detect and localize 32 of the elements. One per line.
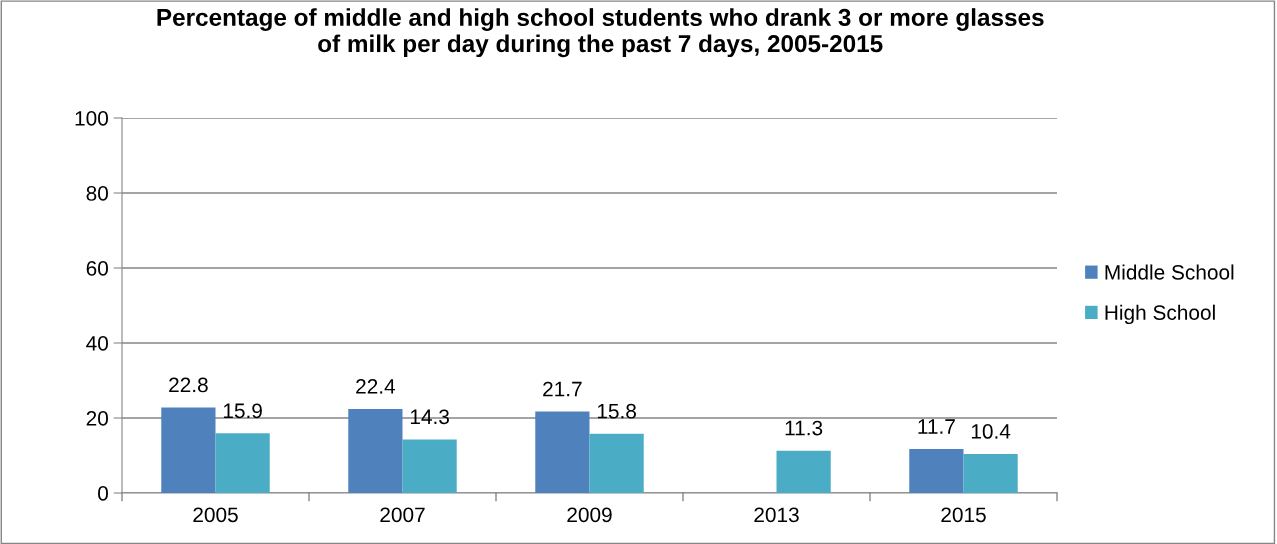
y-tick-label: 40 — [86, 336, 108, 351]
data-label: 15.9 — [223, 403, 262, 419]
x-tick-label: 2007 — [380, 507, 425, 523]
x-tick-label: 2015 — [941, 507, 986, 523]
bar — [215, 433, 270, 493]
data-label: 10.4 — [971, 424, 1011, 439]
bar — [402, 439, 457, 493]
y-tick-label: 20 — [86, 411, 108, 426]
legend-label: Middle School — [1105, 264, 1234, 280]
data-label: 15.8 — [597, 403, 636, 419]
x-tick-label: 2009 — [567, 507, 612, 523]
data-label: 22.4 — [356, 379, 396, 394]
x-tick-label: 2013 — [754, 507, 799, 523]
bar — [909, 449, 964, 493]
y-tick-label: 100 — [75, 111, 108, 126]
data-label: 21.7 — [543, 381, 582, 397]
bar — [963, 454, 1018, 493]
y-tick-label: 0 — [98, 486, 108, 501]
data-label: 11.7 — [918, 419, 955, 434]
bar — [535, 411, 590, 493]
bar — [776, 450, 831, 493]
data-label: 11.3 — [785, 420, 823, 436]
bar — [348, 409, 403, 493]
chart-title: Percentage of middle and high school students who drank 3 or more glasses of milk per day during the past 7 days, 2005-2015 — [157, 8, 1044, 58]
data-label: 14.3 — [410, 409, 449, 425]
legend-label: High School — [1105, 304, 1215, 325]
y-tick-label: 60 — [86, 261, 108, 276]
bar — [589, 433, 644, 493]
x-tick-label: 2005 — [193, 507, 238, 523]
y-tick-label: 80 — [86, 186, 108, 201]
bar — [161, 407, 216, 493]
data-label: 22.8 — [169, 377, 208, 393]
